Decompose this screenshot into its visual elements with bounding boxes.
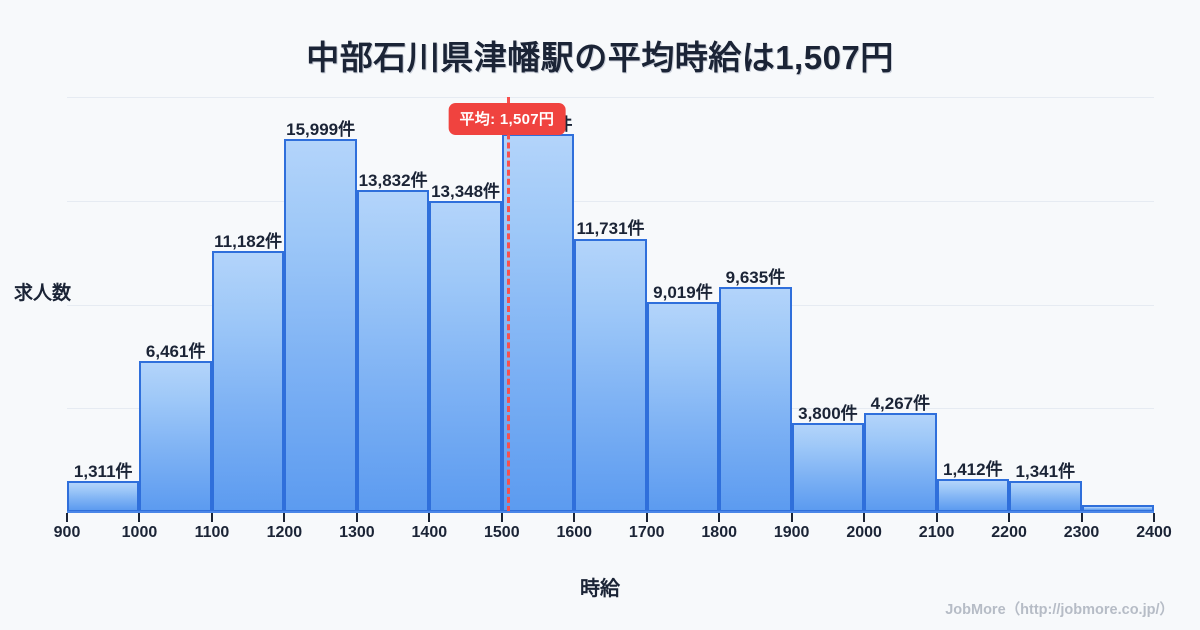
x-tick-mark [66, 513, 68, 522]
x-tick-mark [718, 513, 721, 522]
gridline [67, 200, 1154, 202]
bar-value-label: 9,635件 [725, 268, 786, 288]
x-tick-label: 1700 [628, 524, 665, 541]
watermark: JobMore（http://jobmore.co.jp/） [945, 602, 1174, 618]
x-tick-mark [645, 513, 648, 522]
x-tick-label: 2200 [991, 524, 1027, 541]
x-tick-mark [210, 513, 213, 522]
bar[interactable] [501, 133, 575, 512]
bar-value-label: 13,348件 [431, 181, 501, 201]
x-tick-label: 2100 [918, 524, 955, 541]
x-tick-mark [355, 513, 358, 522]
x-tick-label: 2400 [1136, 524, 1172, 541]
x-tick-label: 1200 [266, 524, 303, 541]
x-tick-mark [1080, 513, 1083, 522]
x-tick-mark [283, 513, 286, 522]
bar-value-label: 1,412件 [943, 460, 1003, 480]
bar[interactable] [574, 238, 647, 512]
bar-value-label: 13,832件 [358, 170, 428, 190]
bar-value-label: 11,182件 [214, 232, 283, 252]
x-tick-label: 2000 [846, 524, 882, 541]
x-tick-label: 1900 [773, 524, 810, 541]
plot-area [67, 97, 1154, 512]
gridline [67, 97, 1154, 98]
bar[interactable] [67, 481, 140, 512]
average-badge: 平均: 1,507円 [448, 103, 566, 135]
x-tick-label: 900 [53, 524, 81, 541]
bar-value-label: 1,311件 [73, 462, 133, 482]
bar-value-label: 11,731件 [576, 219, 645, 239]
bar-value-label: 15,999件 [286, 119, 356, 139]
x-tick-mark [1008, 513, 1011, 522]
bar[interactable] [429, 200, 502, 512]
bar[interactable] [356, 189, 430, 512]
bar-value-label: 3,800件 [798, 404, 858, 424]
x-tick-label: 1800 [701, 524, 737, 541]
bar-value-label: 6,461件 [145, 342, 206, 362]
x-tick-mark [1153, 513, 1155, 522]
x-tick-label: 2300 [1063, 524, 1100, 541]
bar[interactable] [284, 139, 357, 512]
bar-value-label: 1,341件 [1015, 461, 1076, 481]
chart-title: 中部石川県津幡駅の平均時給は1,507円 [306, 39, 894, 76]
x-axis-title: 時給 [580, 578, 620, 600]
x-tick-label: 1000 [121, 524, 158, 541]
bar[interactable] [864, 412, 937, 512]
x-tick-label: 1600 [556, 524, 593, 541]
x-tick-mark [138, 513, 141, 522]
x-tick-label: 1400 [411, 524, 448, 541]
x-tick-mark [790, 513, 793, 522]
bar[interactable] [139, 361, 212, 512]
bar[interactable] [646, 301, 720, 512]
x-tick-mark [863, 513, 866, 522]
x-tick-mark [428, 513, 431, 522]
bar[interactable] [936, 479, 1010, 512]
x-tick-mark [573, 513, 576, 522]
x-axis-line [67, 511, 1154, 513]
bar[interactable] [791, 423, 865, 512]
average-line [506, 97, 510, 512]
bar-value-label: 4,267件 [870, 393, 931, 413]
bar[interactable] [719, 287, 792, 512]
x-tick-label: 1500 [484, 524, 520, 541]
x-tick-mark [500, 513, 503, 522]
x-tick-label: 1100 [194, 524, 230, 541]
bar[interactable] [211, 251, 285, 512]
x-tick-label: 1300 [339, 524, 375, 541]
bar[interactable] [1009, 480, 1082, 512]
bar-value-label: 9,019件 [653, 282, 713, 302]
x-tick-mark [935, 513, 938, 522]
y-axis-title: 求人数 [14, 283, 72, 304]
